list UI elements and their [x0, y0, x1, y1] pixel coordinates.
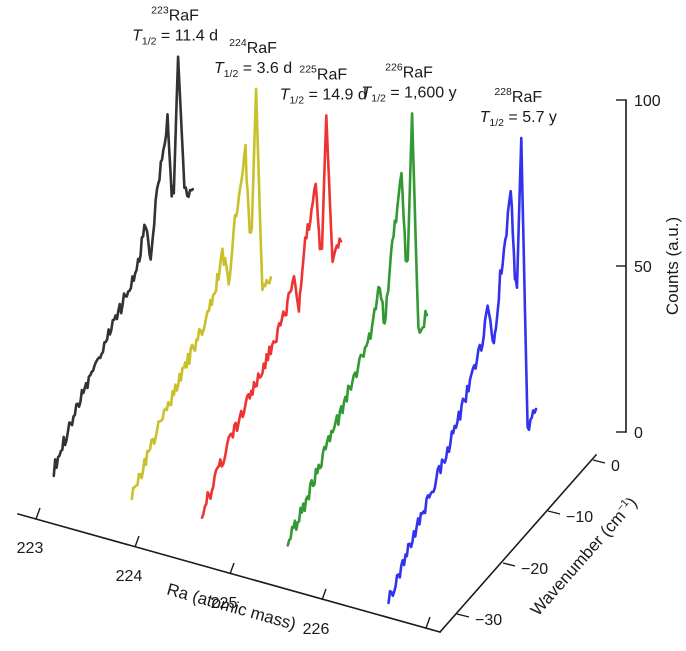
mass-axis-line — [17, 513, 441, 633]
spectrum-trace-228 — [387, 136, 538, 605]
wavenumber-tick-label: 0 — [611, 458, 620, 475]
counts-axis-label: Counts (a.u.) — [663, 217, 682, 315]
wavenumber-tick — [456, 613, 470, 618]
isotope-label-223: 223RaF — [151, 5, 199, 25]
counts-axis-ticks: 0 50 100 — [616, 93, 661, 442]
halflife-label-224: T1/2 = 3.6 d — [214, 60, 292, 80]
wavenumber-tick — [547, 510, 561, 515]
mass-tick-label-223: 223 — [17, 540, 44, 557]
spectra-traces — [52, 55, 538, 605]
isotope-label-225: 225RaF — [299, 63, 347, 83]
halflife-label-226: T1/2 = 1,600 y — [361, 84, 456, 104]
isotope-labels: 223RaF T1/2 = 11.4 d 224RaF T1/2 = 3.6 d 225… — [132, 5, 557, 129]
halflife-label-228: T1/2 = 5.7 y — [480, 109, 557, 129]
counts-tick-label-50: 50 — [634, 259, 652, 276]
mass-tick-225 — [229, 562, 235, 575]
wavenumber-tick — [502, 562, 516, 567]
wavenumber-tick — [592, 459, 606, 464]
wavenumber-axis-line — [438, 453, 598, 634]
isotope-label-224: 224RaF — [229, 37, 277, 57]
mass-tick-label-226: 226 — [303, 621, 330, 638]
wavenumber-axis-ticks: 0 −10 −20 −30 — [456, 458, 620, 629]
halflife-label-225: T1/2 = 14.9 d — [280, 86, 367, 106]
spectrum-trace-224 — [130, 87, 273, 501]
wavenumber-tick-label: −10 — [566, 509, 593, 526]
isotope-label-228: 228RaF — [494, 86, 542, 106]
mass-axis-label: Ra (atomic mass) — [165, 580, 298, 634]
counts-tick-label-100: 100 — [634, 93, 661, 110]
spectrum-trace-226 — [286, 112, 429, 547]
mass-tick-226 — [321, 588, 327, 601]
mass-tick-223 — [35, 507, 41, 520]
counts-tick-label-0: 0 — [634, 425, 643, 442]
axes — [17, 99, 627, 634]
halflife-label-223: T1/2 = 11.4 d — [132, 28, 218, 48]
mass-tick-label-224: 224 — [116, 568, 143, 585]
wavenumber-tick-label: −20 — [521, 561, 548, 578]
wavenumber-tick-label: −30 — [475, 612, 502, 629]
spectrum-trace-225 — [200, 114, 343, 519]
mass-tick-228 — [425, 616, 431, 629]
mass-tick-224 — [134, 535, 140, 548]
mass-axis-ticks: 223224225226228 — [17, 507, 433, 651]
mass-tick-label-225: 225 — [211, 595, 238, 612]
spectrum-trace-223 — [52, 55, 195, 478]
isotope-label-226: 226RaF — [385, 61, 433, 81]
